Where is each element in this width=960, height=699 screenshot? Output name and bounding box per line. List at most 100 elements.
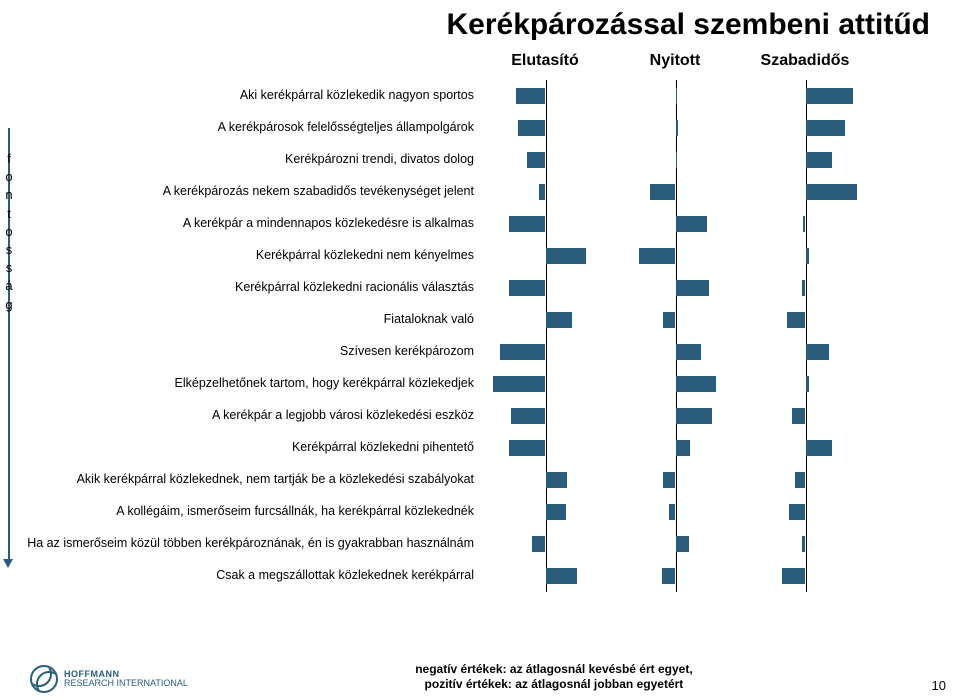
bar (789, 504, 805, 520)
chart-cell (740, 240, 870, 272)
bar (511, 408, 545, 424)
chart-row: Kerékpározni trendi, divatos dolog (0, 144, 960, 176)
bar (803, 216, 805, 232)
chart-cell (740, 368, 870, 400)
chart-cell (610, 336, 740, 368)
chart-cell (610, 560, 740, 592)
chart-cell (610, 144, 740, 176)
bar (676, 280, 709, 296)
bar (663, 472, 675, 488)
chart-row: A kerékpár a legjobb városi közlekedési … (0, 400, 960, 432)
chart-cell (610, 208, 740, 240)
chart-cell (740, 560, 870, 592)
row-label: Kerékpárral közlekedni nem kényelmes (0, 249, 480, 263)
page-title: Kerékpározással szembeni attitűd (0, 0, 960, 46)
chart-cell (740, 528, 870, 560)
chart-cell (610, 112, 740, 144)
chart-cell (610, 176, 740, 208)
chart-cell (480, 432, 610, 464)
chart-cell (610, 80, 740, 112)
chart-cell (480, 240, 610, 272)
bar (546, 248, 586, 264)
bar (802, 536, 805, 552)
logo: HOFFMANN RESEARCH INTERNATIONAL (30, 665, 188, 693)
bar (806, 88, 853, 104)
chart-cell (480, 208, 610, 240)
chart-cell (740, 144, 870, 176)
chart-cell (610, 496, 740, 528)
logo-subtext: RESEARCH INTERNATIONAL (64, 679, 188, 688)
chart-cell (740, 272, 870, 304)
chart-cell (740, 208, 870, 240)
bar (516, 88, 545, 104)
bar (539, 184, 546, 200)
chart-cell (480, 112, 610, 144)
chart-cell (740, 304, 870, 336)
bar (676, 376, 716, 392)
bar (676, 408, 712, 424)
chart-cell (740, 112, 870, 144)
row-label: Csak a megszállottak közlekednek kerékpá… (0, 569, 480, 583)
bar (782, 568, 805, 584)
row-label: Fiataloknak való (0, 313, 480, 327)
bar (676, 344, 701, 360)
row-label: Szívesen kerékpározom (0, 345, 480, 359)
chart-row: Csak a megszállottak közlekednek kerékpá… (0, 560, 960, 592)
bar (546, 312, 572, 328)
bar (639, 248, 675, 264)
row-label: A kerékpározás nekem szabadidős tevékeny… (0, 185, 480, 199)
chart-cell (480, 272, 610, 304)
bar (509, 216, 545, 232)
row-label: Kerékpárral közlekedni racionális válasz… (0, 281, 480, 295)
row-label: Aki kerékpárral közlekedik nagyon sporto… (0, 89, 480, 103)
bar (806, 440, 832, 456)
chart-row: A kerékpározás nekem szabadidős tevékeny… (0, 176, 960, 208)
bar (676, 152, 677, 168)
chart-row: Kerékpárral közlekedni pihentető (0, 432, 960, 464)
bar (676, 120, 678, 136)
chart-cell (480, 528, 610, 560)
footer-note-line2: pozitív értékek: az átlagosnál jobban eg… (188, 677, 920, 693)
chart-cell (480, 400, 610, 432)
chart-cell (610, 528, 740, 560)
chart-row: Szívesen kerékpározom (0, 336, 960, 368)
bar (676, 440, 690, 456)
bar (509, 280, 545, 296)
chart-row: A kollégáim, ismerőseim furcsállnák, ha … (0, 496, 960, 528)
chart-cell (740, 400, 870, 432)
chart-cell (480, 144, 610, 176)
chart-cell (480, 176, 610, 208)
chart-cell (610, 368, 740, 400)
chart-cell (740, 336, 870, 368)
bar (676, 88, 677, 104)
row-label: A kerékpár a legjobb városi közlekedési … (0, 409, 480, 423)
logo-icon (30, 665, 58, 693)
bar (806, 376, 809, 392)
page-number: 10 (920, 678, 960, 693)
bar (669, 504, 676, 520)
chart-cell (740, 432, 870, 464)
bar (509, 440, 545, 456)
col-header-1: Nyitott (610, 52, 740, 70)
bar (806, 152, 832, 168)
chart-cell (480, 336, 610, 368)
footer-note: negatív értékek: az átlagosnál kevésbé é… (188, 662, 920, 693)
chart-cell (480, 496, 610, 528)
row-label: Kerékpárral közlekedni pihentető (0, 441, 480, 455)
chart-cell (740, 496, 870, 528)
row-label: Elképzelhetőnek tartom, hogy kerékpárral… (0, 377, 480, 391)
row-label: Akik kerékpárral közlekednek, nem tartjá… (0, 473, 480, 487)
bar (662, 568, 675, 584)
bar (546, 472, 567, 488)
chart-row: Elképzelhetőnek tartom, hogy kerékpárral… (0, 368, 960, 400)
row-label: Kerékpározni trendi, divatos dolog (0, 153, 480, 167)
row-label: A kollégáim, ismerőseim furcsállnák, ha … (0, 505, 480, 519)
bar (806, 184, 857, 200)
chart-row: Kerékpárral közlekedni racionális válasz… (0, 272, 960, 304)
col-header-0: Elutasító (480, 52, 610, 70)
column-headers: Elutasító Nyitott Szabadidős (0, 52, 960, 70)
chart-cell (480, 368, 610, 400)
row-label: A kerékpárosok felelősségteljes állampol… (0, 121, 480, 135)
chart-cell (610, 464, 740, 496)
chart-cell (740, 80, 870, 112)
